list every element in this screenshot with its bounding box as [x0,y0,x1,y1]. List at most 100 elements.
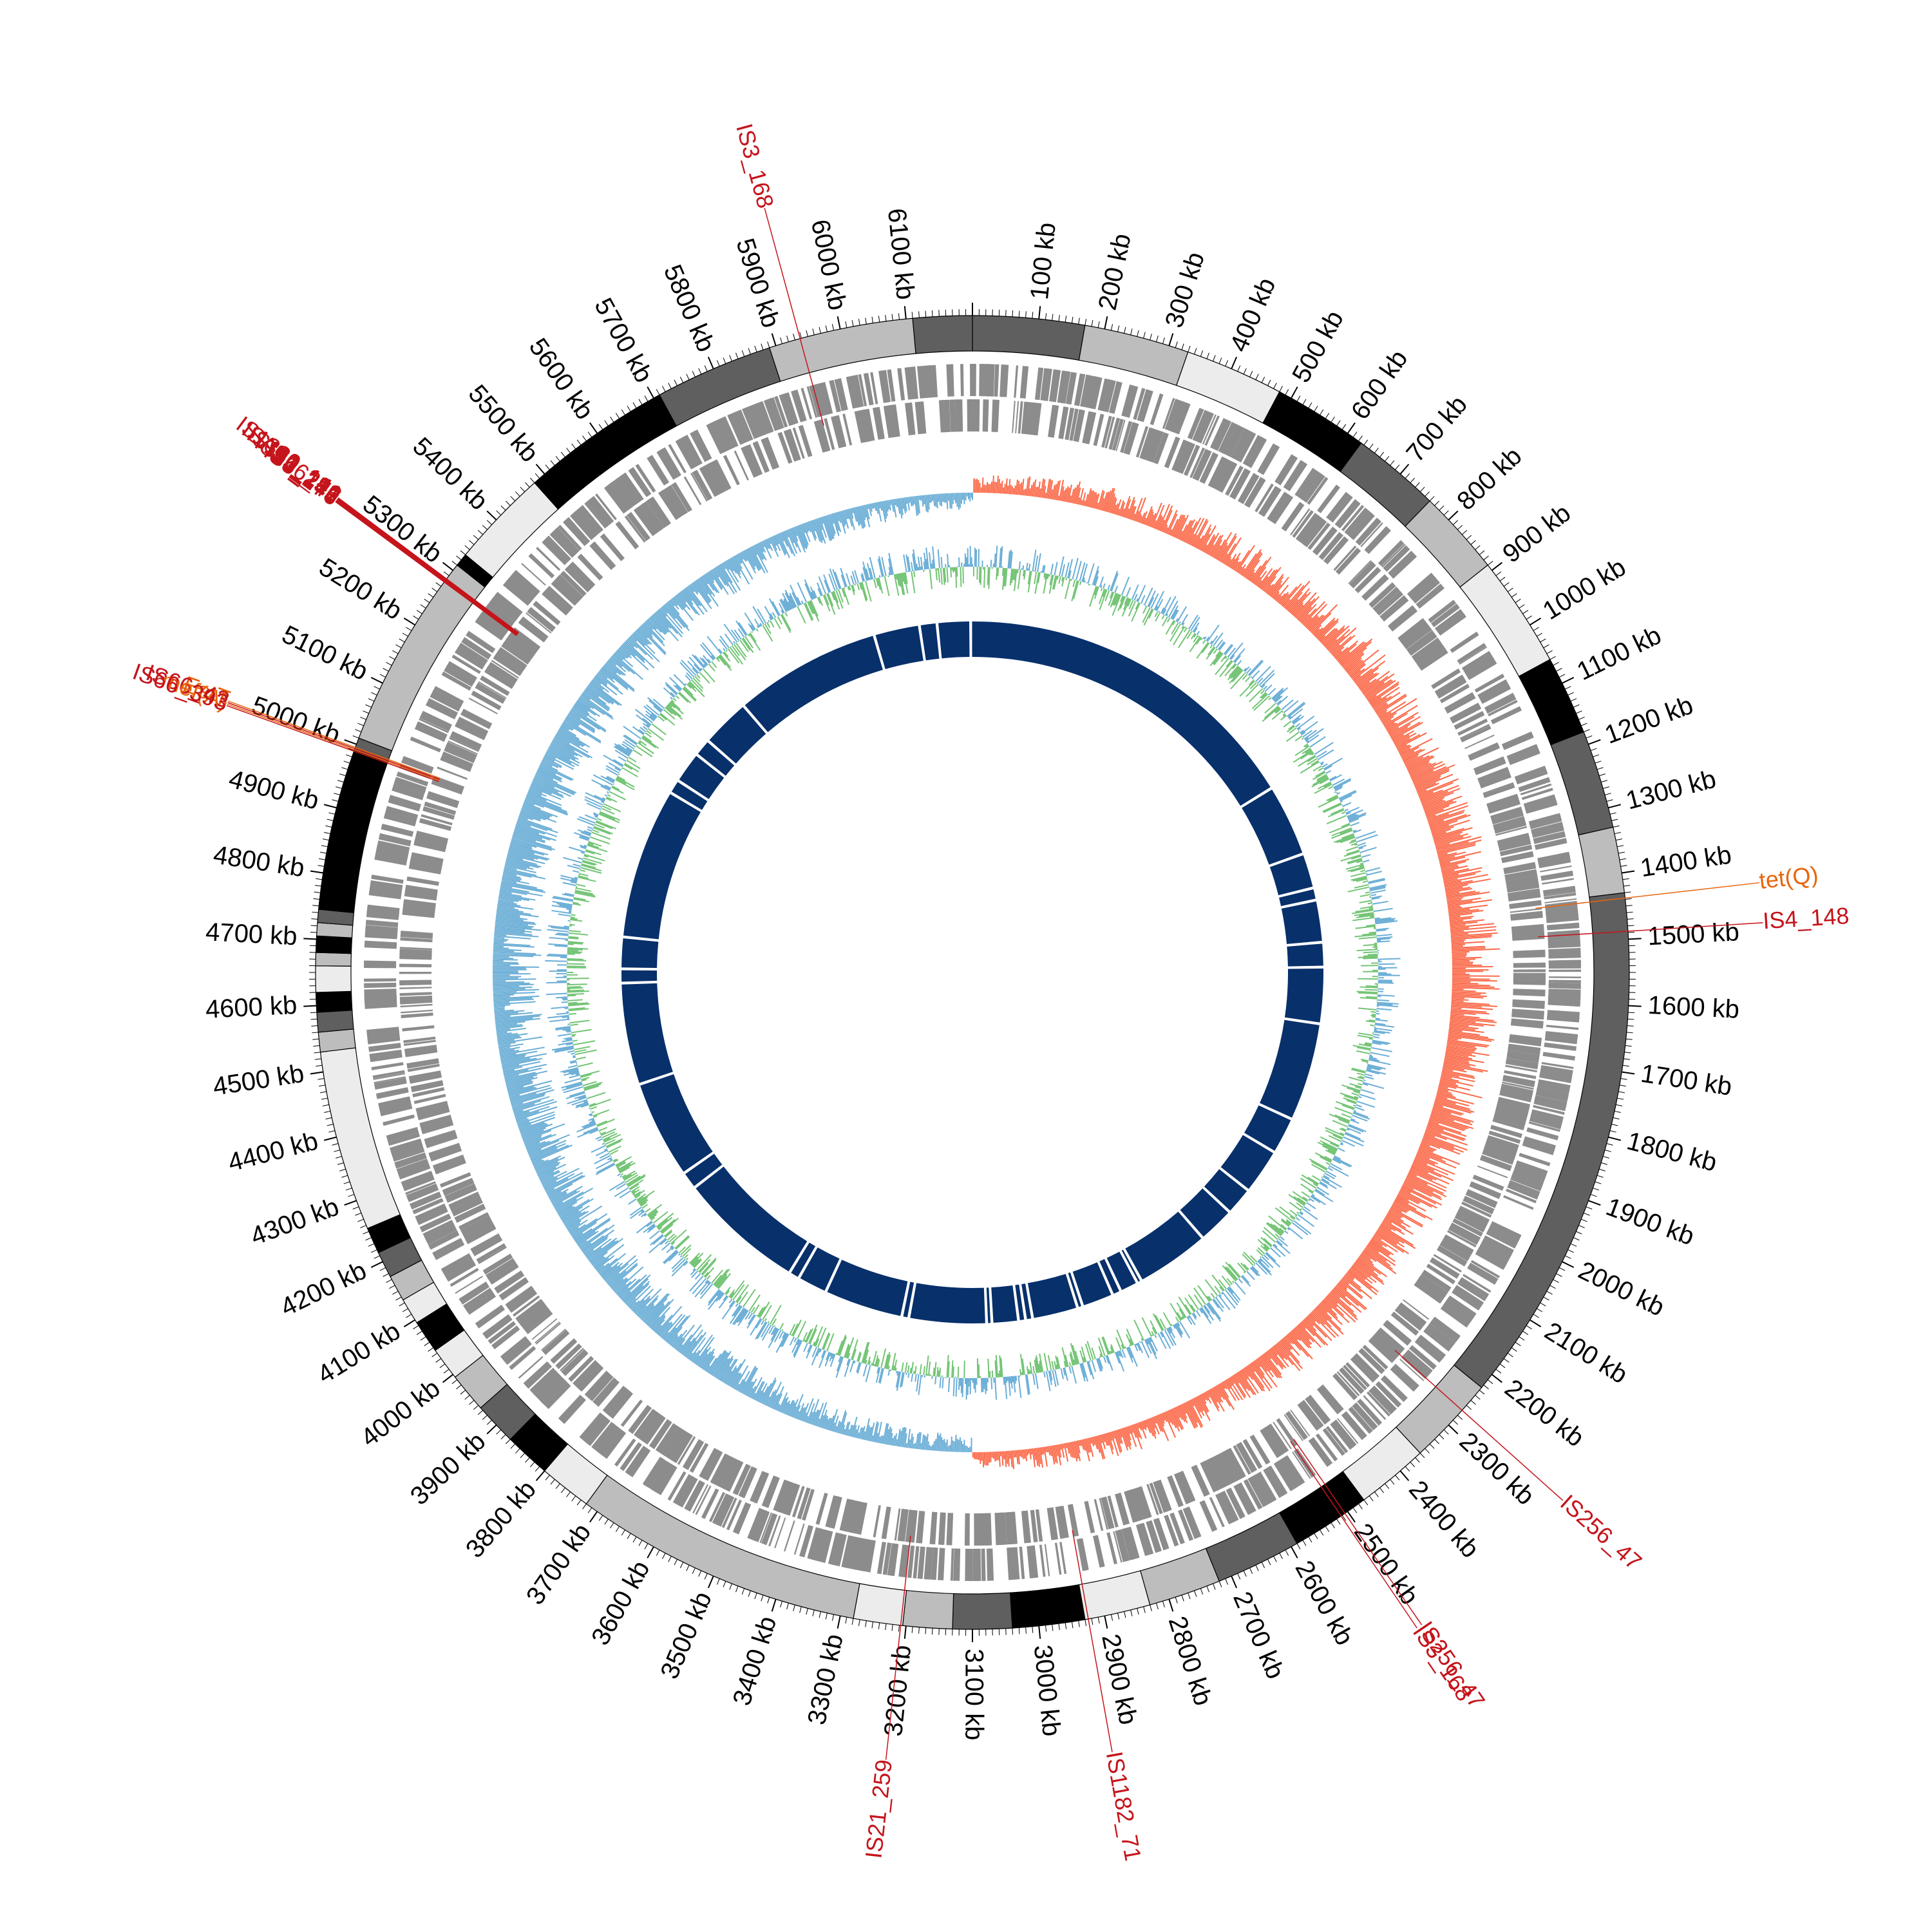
cds-forward [999,365,1005,397]
gc-skew-bar [679,1324,703,1354]
gc-skew-bar [538,1164,566,1178]
gc-content-bar [1261,692,1267,699]
scale-tick [1624,891,1631,893]
cds-forward [1542,878,1574,885]
gc-skew-bar [1049,1446,1052,1457]
gc-skew-bar [1241,1368,1259,1394]
gc-skew-bar [1201,525,1217,552]
gc-skew-bar [612,1277,627,1291]
cds-forward [417,1209,448,1226]
gc-skew-bar [614,652,623,661]
gc-skew-bar [495,1015,511,1019]
cds-forward [695,430,711,460]
cds-reverse [661,487,685,518]
cds-reverse [1099,1498,1108,1530]
gc-skew-bar [901,497,904,509]
gc-skew-bar [654,612,670,629]
gc-skew-bar [715,567,729,587]
scale-tick [698,1570,702,1577]
cds-forward [1316,1433,1338,1461]
scale-tick-label: 4300 kb [247,1193,343,1251]
gc-skew-bar [1361,679,1380,694]
cds-forward [1521,788,1553,800]
cds-forward [1210,418,1226,449]
gc-skew-bar [1285,1335,1294,1345]
gc-skew-bar [1353,1263,1371,1277]
scale-tick [1325,1526,1330,1532]
gc-skew-bar [852,1425,857,1437]
cds-forward [681,435,703,466]
scale-tick [339,1168,346,1171]
gc-skew-bar [1286,591,1303,611]
gc-skew-bar [1265,1351,1272,1359]
cds-forward [965,1548,971,1581]
cds-forward [536,1375,565,1403]
gc-skew-bar [931,1444,934,1451]
cds-reverse [1209,1456,1229,1488]
gc-skew-bar [502,1066,523,1072]
gc-skew-bar [1370,1239,1394,1256]
gc-skew-bar [1004,1451,1007,1468]
gc-skew-bar [493,989,540,992]
gc-skew-bar [727,559,737,574]
gc-skew-bar [805,522,810,531]
scale-tick-label: 1500 kb [1647,918,1739,951]
gc-content-bar [1178,629,1191,649]
scale-tick [389,1285,395,1289]
gc-skew-bar [1218,1383,1235,1410]
gc-content-bar [1189,636,1201,652]
scale-tick [1385,456,1390,462]
gc-skew-bar [542,1168,580,1188]
cds-forward [422,1220,453,1236]
cds-forward [829,379,841,413]
gc-content-bar [1336,791,1341,795]
gc-content-bar [1314,783,1332,794]
gc-skew-bar [1448,1028,1463,1032]
gc-skew-bar [1251,1362,1264,1379]
cds-reverse [1448,1224,1480,1245]
cds-reverse [1502,1075,1535,1086]
cds-reverse [723,455,740,486]
gc-skew-bar [1446,890,1476,897]
gc-skew-bar [1095,502,1099,509]
gc-skew-bar [770,536,778,551]
gc-skew-bar [1432,1106,1462,1116]
scale-tick [825,1613,828,1620]
scale-tick [525,1457,530,1463]
gc-skew-bar [1448,1036,1461,1039]
cds-forward [366,904,400,914]
gc-skew-bar [880,1435,884,1444]
gc-skew-bar [749,1386,757,1398]
gc-skew-bar [497,905,515,909]
cds-forward [528,553,555,578]
gc-skew-bar [1291,591,1311,614]
gc-content-bar [1342,802,1352,808]
gc-skew-bar [1448,1034,1492,1042]
gc-content-bar [996,567,998,580]
scale-tick [1461,530,1468,535]
scale-tick [1526,1325,1532,1330]
scale-tick [582,1503,587,1510]
gc-content-bar [1331,808,1344,815]
scale-tick [337,780,344,783]
gc-skew-bar [529,786,562,800]
gc-skew-bar [782,1401,788,1414]
gc-skew-bar [498,896,522,902]
scale-tick [1045,313,1047,320]
gc-skew-bar [1277,592,1286,603]
cds-reverse [533,601,561,625]
cds-reverse [1513,965,1546,968]
gc-skew-bar [1092,1436,1095,1445]
gc-skew-bar [1184,527,1193,543]
gc-content-bar [1173,626,1186,646]
cds-forward [799,1525,813,1558]
cds-reverse [1505,875,1539,887]
cds-reverse [1513,972,1546,978]
cds-forward [1414,1337,1444,1363]
gc-skew-bar [1287,1333,1309,1358]
scale-tick-label: 4900 kb [226,764,322,815]
gc-skew-bar [834,1426,838,1432]
gc-skew-bar [1389,723,1411,737]
scale-tick [704,1573,708,1580]
gc-skew-bar [1437,853,1448,857]
